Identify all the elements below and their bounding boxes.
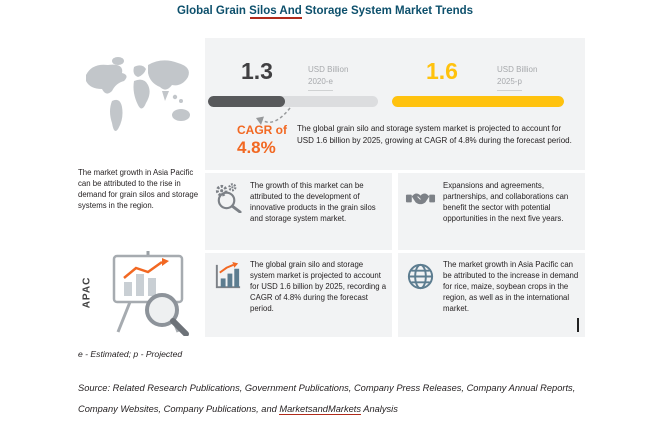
partnership-handshake-icon [405, 193, 436, 205]
title-underline-accent [250, 17, 302, 19]
market-meta-2025: USD Billion 2025-p [497, 64, 537, 91]
period-2020: 2020-e [308, 76, 333, 91]
bar-2020 [208, 96, 378, 107]
bullet-panel-4 [398, 253, 585, 337]
market-value-2020: 1.3 [241, 58, 273, 84]
unit-2020: USD Billion [308, 65, 349, 74]
bullet-text-partnerships: Expansions and agreements, partnerships,… [443, 181, 569, 224]
bar-chart-growth-icon [215, 261, 241, 289]
cagr-curved-arrow-icon [256, 107, 291, 125]
market-meta-2020: USD Billion 2020-e [308, 64, 348, 91]
bar-2020-fill [208, 96, 285, 107]
source-text-prefix: Source: Related Research Publications, G… [78, 383, 576, 414]
footnote-legend: e - Estimated; p - Projected [78, 349, 183, 359]
world-map [86, 57, 190, 131]
bullet-text-apac-demand: The market growth in Asia Pacific can be… [443, 260, 579, 314]
bullet-text-innovation: The growth of this market can be attribu… [250, 181, 376, 224]
bar-2025-fill [392, 96, 564, 107]
bar-2025 [392, 96, 564, 107]
cagr-value: 4.8% [237, 138, 276, 157]
unit-2025: USD Billion [497, 65, 538, 74]
bullet-panel-2 [398, 173, 585, 250]
bullet-panel-3 [205, 253, 392, 337]
period-2025: 2025-p [497, 76, 522, 91]
cagr-description: The global grain silo and storage system… [297, 124, 572, 145]
marketsandmarkets-link[interactable]: MarketsandMarkets [279, 403, 362, 415]
region-label-apac: APAC [81, 276, 93, 308]
page-title: Global Grain Silos And Storage System Ma… [176, 5, 474, 17]
innovation-magnifier-icon [215, 183, 242, 213]
cagr-label: CAGR of [237, 123, 287, 137]
source-attribution: Source: Related Research Publications, G… [78, 378, 586, 420]
chart-analysis-illustration [112, 251, 189, 336]
text-cursor-artifact [577, 318, 579, 332]
market-value-2025: 1.6 [426, 58, 458, 84]
source-text-suffix: Analysis [361, 403, 398, 414]
globe-icon [407, 263, 434, 290]
bullet-text-projection: The global grain silo and storage system… [250, 260, 387, 314]
bullet-panel-1 [205, 173, 392, 250]
apac-growth-note: The market growth in Asia Pacific can be… [78, 168, 199, 210]
